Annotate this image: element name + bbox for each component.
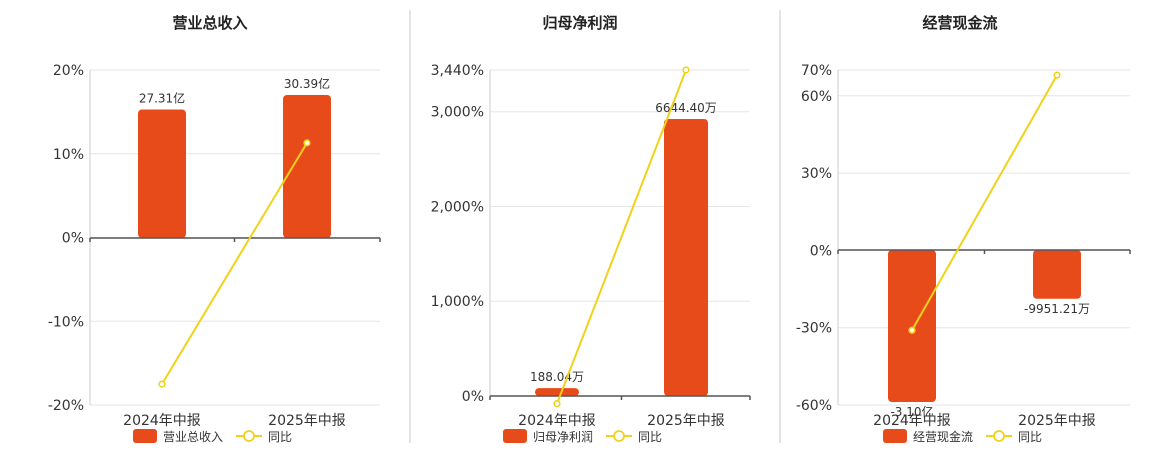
chart-panel-2: 归母净利润 3,440% 3,000% 2,000% 1,000% 0% 188.04万 66… — [431, 14, 751, 444]
legend-bar-swatch — [503, 429, 527, 443]
chart-panel-3: 经营现金流 70% 60% 30% 0% -30% -60% -3.10亿 -9951.21万 2… — [796, 14, 1131, 444]
bar-data-label: -3.10亿 — [890, 404, 933, 419]
bar — [664, 119, 708, 396]
yoy-point — [158, 380, 166, 388]
chart-title: 经营现金流 — [922, 14, 997, 32]
x-category-label: 2024年中报 — [518, 413, 596, 429]
y-tick-label: -60% — [796, 398, 832, 414]
y-tick-label: 60% — [801, 89, 832, 105]
legend-bar-label: 经营现金流 — [913, 429, 973, 444]
y-tick-label: 70% — [801, 63, 832, 79]
y-tick-label: 10% — [53, 147, 84, 163]
bar — [283, 95, 331, 238]
yoy-line — [556, 69, 687, 404]
bar-data-label: 27.31亿 — [139, 90, 185, 105]
yoy-point — [553, 399, 561, 408]
legend-bar-swatch — [883, 429, 907, 443]
bar — [535, 388, 579, 396]
bar — [1033, 250, 1081, 299]
legend-line-marker — [243, 430, 255, 442]
y-tick-label: 0% — [810, 243, 832, 259]
y-tick-label: 3,000% — [431, 105, 484, 121]
y-tick-label: 2,000% — [431, 199, 484, 215]
y-tick-label: 30% — [801, 166, 832, 182]
yoy-point — [682, 66, 690, 74]
chart-title: 营业总收入 — [172, 14, 247, 32]
y-tick-label: 20% — [53, 63, 84, 79]
legend-bar-label: 归母净利润 — [533, 430, 593, 444]
y-tick-label: 3,440% — [431, 63, 484, 79]
bar-data-label: 30.39亿 — [284, 76, 330, 91]
yoy-line — [911, 74, 1058, 331]
chart-title: 归母净利润 — [542, 14, 617, 32]
legend-bar-swatch — [133, 429, 157, 443]
x-category-label: 2025年中报 — [647, 413, 725, 429]
y-tick-label: -20% — [48, 398, 84, 414]
legend-bar-label: 营业总收入 — [163, 430, 223, 444]
legend-line-marker — [613, 430, 625, 442]
x-category-label: 2025年中报 — [1018, 413, 1096, 429]
y-tick-label: -30% — [796, 321, 832, 337]
chart-panel-1: 营业总收入 20% 10% 0% -10% -20% 27.31亿 30.39亿 2024年中报… — [48, 14, 381, 444]
x-category-label: 2024年中报 — [873, 413, 951, 429]
legend-line-label: 同比 — [1018, 430, 1042, 444]
yoy-point — [1053, 71, 1061, 79]
yoy-point — [908, 326, 916, 334]
legend-line-label: 同比 — [268, 430, 292, 444]
bar — [888, 250, 936, 402]
y-tick-label: 0% — [62, 231, 84, 247]
bar — [138, 109, 186, 239]
legend-line-marker — [993, 430, 1005, 442]
bar-data-label: 188.04万 — [530, 370, 584, 384]
bar-data-label: 6644.40万 — [655, 101, 717, 115]
y-tick-label: 1,000% — [431, 294, 484, 310]
y-tick-label: -10% — [48, 314, 84, 330]
yoy-point — [303, 139, 311, 147]
legend-line-label: 同比 — [638, 430, 662, 444]
bar-data-label: -9951.21万 — [1024, 302, 1090, 316]
x-category-label: 2024年中报 — [123, 413, 201, 429]
x-category-label: 2025年中报 — [268, 413, 346, 429]
yoy-line — [161, 142, 308, 385]
y-tick-label: 0% — [462, 389, 484, 405]
